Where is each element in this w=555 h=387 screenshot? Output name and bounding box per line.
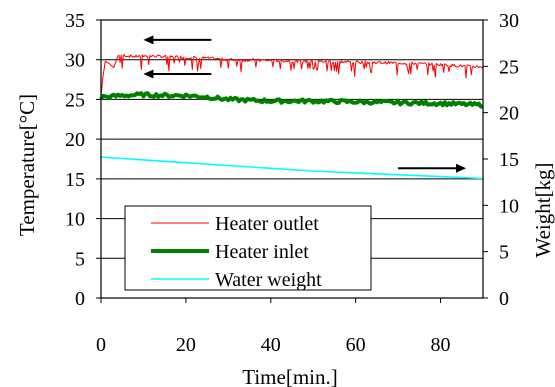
x-tick-label: 60 bbox=[346, 334, 366, 356]
series-layer bbox=[99, 54, 484, 180]
y-left-tick-label: 10 bbox=[65, 209, 85, 231]
legend-label: Water weight bbox=[215, 269, 322, 291]
arrow-head bbox=[456, 163, 467, 173]
legend-label: Heater inlet bbox=[215, 241, 309, 263]
arrow-head bbox=[143, 35, 154, 45]
y-right-tick-label: 25 bbox=[499, 56, 519, 78]
y-left-tick-label: 15 bbox=[65, 169, 85, 191]
y-axis-right-label: Weight[kg] bbox=[531, 162, 555, 257]
y-right-tick-label: 30 bbox=[499, 10, 519, 32]
x-axis-label: Time[min.] bbox=[242, 365, 337, 387]
series-line-heater-inlet bbox=[99, 91, 484, 109]
y-left-tick-label: 0 bbox=[75, 288, 85, 310]
y-left-tick-label: 20 bbox=[65, 129, 85, 151]
x-tick-label: 40 bbox=[261, 334, 281, 356]
y-left-tick-label: 35 bbox=[65, 10, 85, 32]
x-tick-label: 0 bbox=[96, 334, 106, 356]
x-tick-label: 80 bbox=[431, 334, 451, 356]
y-right-tick-label: 0 bbox=[499, 288, 509, 310]
legend-label: Heater outlet bbox=[215, 213, 319, 235]
ticks-layer: 0 5 10 15 20 25 30 35 0 5 10 15 20 25 30 0 20 40 60 80 bbox=[65, 10, 519, 356]
arrow-head bbox=[143, 69, 154, 79]
series-line-heater-outlet bbox=[100, 54, 484, 96]
y-axis-left-label: Temperature[°C] bbox=[15, 94, 39, 236]
annotation-layer bbox=[143, 35, 467, 173]
legend-layer: Heater outlet Heater inlet Water weight bbox=[124, 205, 372, 291]
y-right-tick-label: 20 bbox=[499, 103, 519, 125]
y-left-tick-label: 30 bbox=[65, 50, 85, 72]
y-right-tick-label: 5 bbox=[499, 242, 509, 264]
series-line-water-weight bbox=[100, 156, 484, 180]
y-left-tick-label: 5 bbox=[75, 248, 85, 270]
y-right-tick-label: 15 bbox=[499, 149, 519, 171]
x-tick-label: 20 bbox=[176, 334, 196, 356]
legend-box bbox=[124, 205, 372, 291]
y-left-tick-label: 25 bbox=[65, 89, 85, 111]
y-right-tick-label: 10 bbox=[499, 195, 519, 217]
